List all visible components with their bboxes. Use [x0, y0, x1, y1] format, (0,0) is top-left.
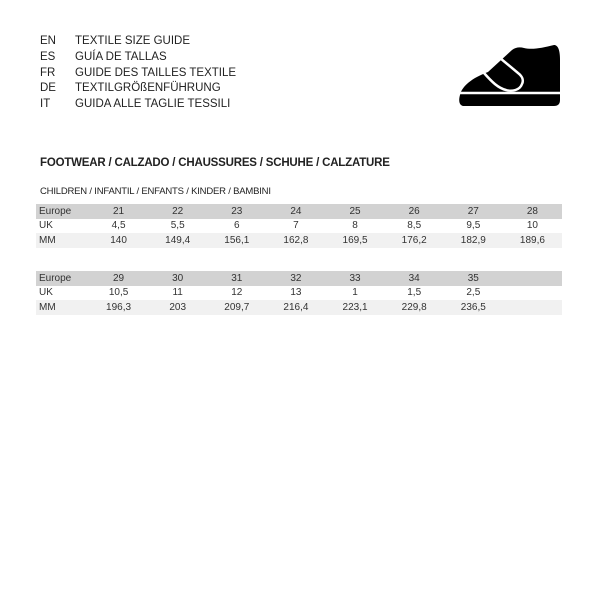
lang-row-de: DE TEXTILGRÖßENFÜHRUNG: [40, 81, 236, 97]
size-cell: 236,5: [443, 300, 503, 315]
table-row: UK 10,5 11 12 13 1 1,5 2,5: [36, 285, 562, 300]
lang-label: GUÍA DE TALLAS: [75, 50, 167, 63]
row-label: MM: [36, 233, 89, 248]
size-cell: 12: [207, 285, 267, 300]
size-cell: 196,3: [89, 300, 149, 315]
lang-label: TEXTILE SIZE GUIDE: [75, 35, 191, 47]
section-title: FOOTWEAR / CALZADO / CHAUSSURES / SCHUHE…: [40, 157, 390, 169]
size-cell: 33: [325, 271, 385, 286]
size-cell: 156,1: [207, 233, 267, 248]
size-cell: 1: [325, 285, 385, 300]
table-row: Europe 21 22 23 24 25 26 27 28: [36, 204, 562, 219]
lang-row-en: EN TEXTILE SIZE GUIDE: [40, 34, 236, 50]
size-cell: 35: [443, 271, 503, 286]
row-label: Europe: [36, 271, 89, 286]
size-cell: 203: [148, 300, 208, 315]
size-cell: 6: [207, 218, 267, 233]
row-label: UK: [36, 285, 89, 300]
size-cell: 22: [148, 204, 208, 219]
lang-code: IT: [40, 98, 51, 111]
table-row: MM 196,3 203 209,7 216,4 223,1 229,8 236,5: [36, 300, 562, 315]
size-cell: 7: [266, 218, 326, 233]
size-cell: 169,5: [325, 233, 385, 248]
size-table-2: Europe 29 30 31 32 33 34 35 UK 10,5 11 12 13 1 1,5 2,5 M…: [36, 271, 562, 315]
lang-label: GUIDA ALLE TAGLIE TESSILI: [75, 98, 231, 111]
size-cell: 11: [148, 285, 208, 300]
row-label: Europe: [36, 204, 89, 219]
size-cell: 24: [266, 204, 326, 219]
size-cell: 2,5: [443, 285, 503, 300]
size-cell: 189,6: [502, 233, 562, 248]
size-cell: [502, 271, 562, 286]
table-row: UK 4,5 5,5 6 7 8 8,5 9,5 10: [36, 218, 562, 233]
size-cell: 13: [266, 285, 326, 300]
size-cell: 140: [89, 233, 149, 248]
language-titles: EN TEXTILE SIZE GUIDE ES GUÍA DE TALLAS FR…: [40, 34, 236, 113]
size-cell: 4,5: [89, 218, 149, 233]
size-cell: 23: [207, 204, 267, 219]
table-row: MM 140 149,4 156,1 162,8 169,5 176,2 182,9 189,6: [36, 233, 562, 248]
row-label: MM: [36, 300, 89, 315]
size-cell: 26: [384, 204, 444, 219]
size-cell: 25: [325, 204, 385, 219]
size-cell: 32: [266, 271, 326, 286]
size-cell: 10,5: [89, 285, 149, 300]
size-cell: 182,9: [443, 233, 503, 248]
size-cell: 8: [325, 218, 385, 233]
lang-label: TEXTILGRÖßENFÜHRUNG: [75, 82, 221, 95]
size-cell: 10: [502, 218, 562, 233]
lang-code: ES: [40, 50, 56, 63]
size-cell: 149,4: [148, 233, 208, 248]
size-cell: 28: [502, 204, 562, 219]
size-cell: [502, 285, 562, 300]
lang-code: EN: [40, 35, 56, 47]
lang-code: FR: [40, 66, 56, 79]
size-cell: 34: [384, 271, 444, 286]
size-cell: 1,5: [384, 285, 444, 300]
size-cell: 8,5: [384, 218, 444, 233]
lang-label: GUIDE DES TAILLES TEXTILE: [75, 66, 237, 79]
size-cell: 21: [89, 204, 149, 219]
size-cell: 27: [443, 204, 503, 219]
size-cell: 31: [207, 271, 267, 286]
size-table-1: Europe 21 22 23 24 25 26 27 28 UK 4,5 5,5 6 7 8 8,5 9,5 1…: [36, 204, 562, 248]
size-cell: 30: [148, 271, 208, 286]
lang-code: DE: [40, 82, 56, 95]
lang-row-fr: FR GUIDE DES TAILLES TEXTILE: [40, 66, 236, 82]
size-cell: 9,5: [443, 218, 503, 233]
lang-row-it: IT GUIDA ALLE TAGLIE TESSILI: [40, 97, 236, 113]
shoe-icon: [459, 45, 561, 106]
size-cell: [502, 300, 562, 315]
size-cell: 5,5: [148, 218, 208, 233]
size-cell: 176,2: [384, 233, 444, 248]
size-cell: 209,7: [207, 300, 267, 315]
size-cell: 223,1: [325, 300, 385, 315]
size-cell: 29: [89, 271, 149, 286]
table-row: Europe 29 30 31 32 33 34 35: [36, 271, 562, 286]
size-cell: 162,8: [266, 233, 326, 248]
row-label: UK: [36, 218, 89, 233]
lang-row-es: ES GUÍA DE TALLAS: [40, 50, 236, 66]
size-cell: 229,8: [384, 300, 444, 315]
size-cell: 216,4: [266, 300, 326, 315]
subsection-title: CHILDREN / INFANTIL / ENFANTS / KINDER /…: [40, 186, 271, 197]
